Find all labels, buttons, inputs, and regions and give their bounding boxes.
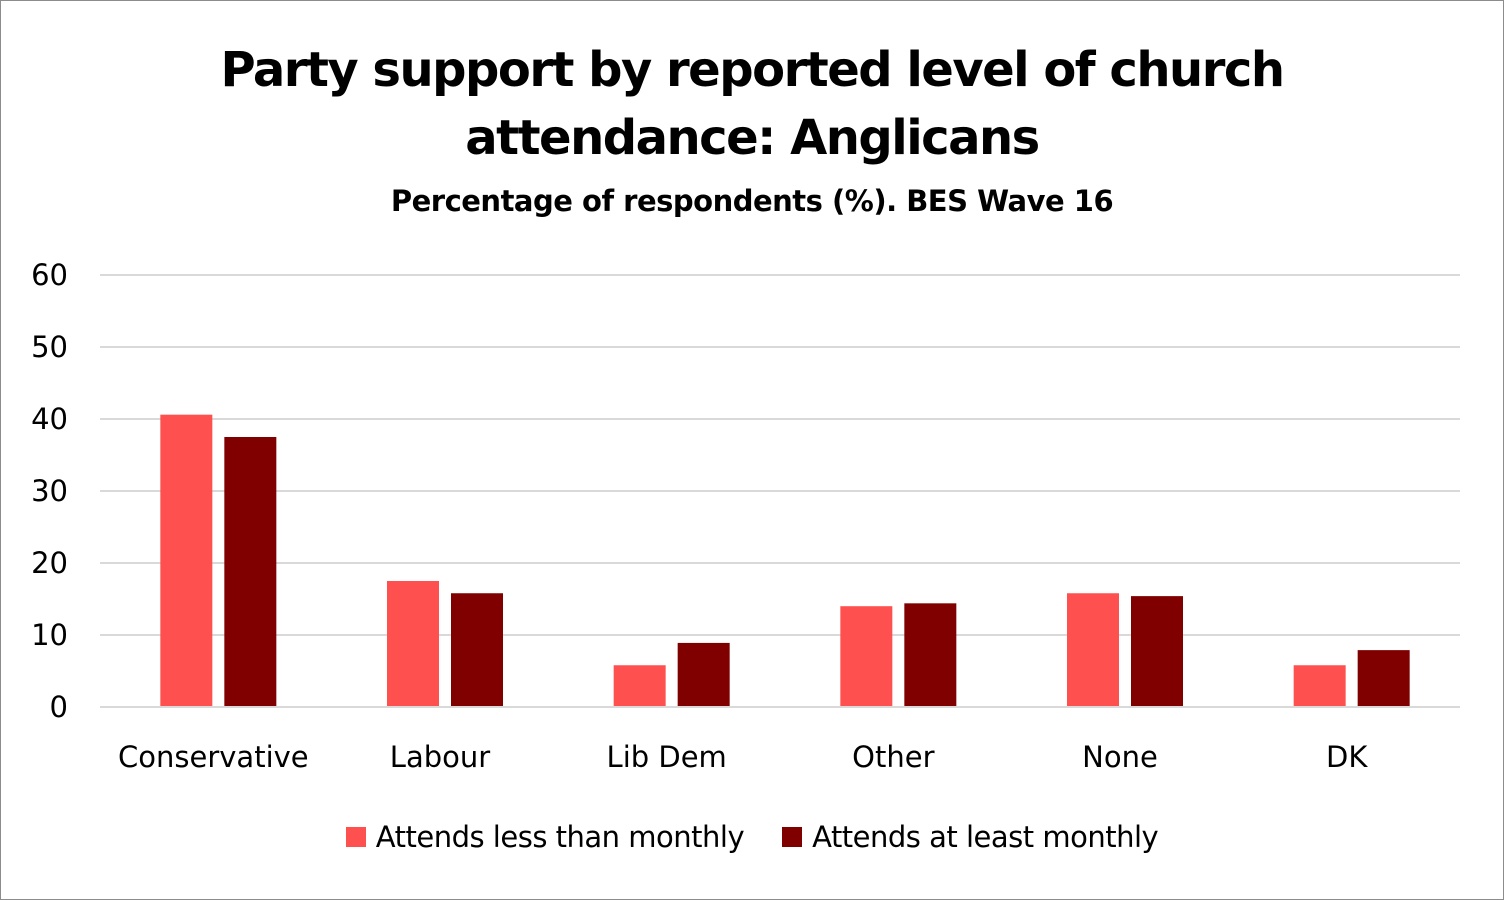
- y-tick-label: 20: [31, 546, 68, 580]
- y-tick-label: 0: [50, 690, 68, 724]
- bar-less-than-monthly: [613, 665, 666, 707]
- bar-less-than-monthly: [387, 581, 439, 707]
- y-tick-label: 40: [31, 402, 68, 436]
- x-tick-label: Other: [852, 740, 934, 774]
- legend-swatch: [345, 827, 366, 847]
- bar-less-than-monthly: [1293, 665, 1346, 707]
- chart-title-line-1: Party support by reported level of churc…: [220, 42, 1285, 98]
- legend-item-less-than-monthly: Attends less than monthly: [345, 820, 745, 854]
- x-tick-label: Lib Dem: [607, 740, 727, 774]
- x-tick-label: None: [1082, 740, 1158, 774]
- bar-at-least-monthly: [1357, 650, 1410, 707]
- y-tick-label: 60: [31, 258, 68, 292]
- bar-at-least-monthly: [224, 437, 277, 707]
- legend-label: Attends at least monthly: [812, 820, 1159, 854]
- y-tick-label: 30: [31, 474, 68, 508]
- y-tick-label: 10: [31, 618, 68, 652]
- chart-subtitle: Percentage of respondents (%). BES Wave …: [390, 184, 1114, 218]
- bar-at-least-monthly: [904, 603, 957, 707]
- x-tick-label: Conservative: [118, 740, 309, 774]
- bar-at-least-monthly: [1131, 596, 1183, 707]
- x-tick-label: Labour: [390, 740, 490, 774]
- legend-label: Attends less than monthly: [375, 820, 745, 854]
- legend-item-at-least-monthly: Attends at least monthly: [782, 820, 1159, 854]
- bar-less-than-monthly: [1067, 593, 1119, 707]
- bar-less-than-monthly: [840, 606, 893, 707]
- x-tick-label: DK: [1326, 740, 1368, 774]
- legend-swatch: [782, 827, 803, 847]
- bar-less-than-monthly: [160, 414, 213, 707]
- y-tick-label: 50: [31, 330, 68, 364]
- bar-at-least-monthly: [451, 593, 503, 707]
- legend: Attends less than monthly Attends at lea…: [0, 820, 1504, 854]
- chart-title-line-2: attendance: Anglicans: [465, 110, 1040, 166]
- bar-at-least-monthly: [677, 642, 730, 707]
